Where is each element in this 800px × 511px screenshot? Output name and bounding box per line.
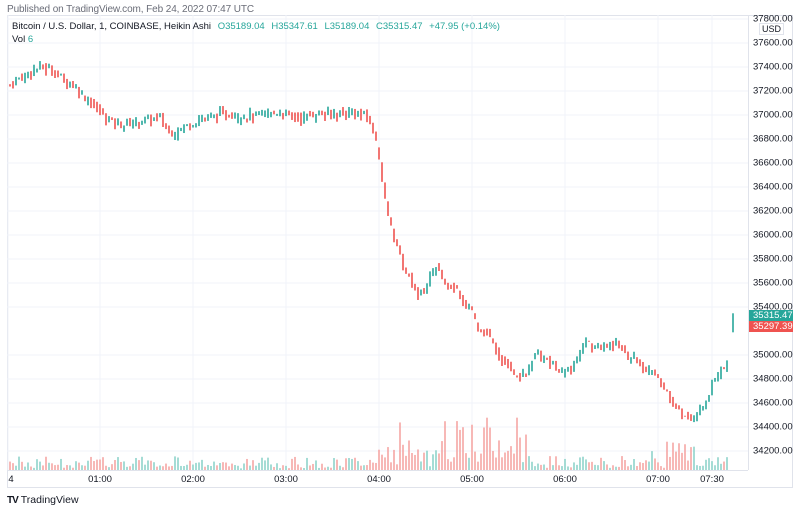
price-tick-label: 34200.00 <box>753 445 793 457</box>
time-axis[interactable]: 4 01:00 02:00 03:00 04:00 05:00 06:00 07:00 07:3… <box>7 470 748 489</box>
time-tick-label: 07:30 <box>700 474 724 485</box>
price-tick-label: 35800.00 <box>753 253 793 265</box>
ha-close-badge: 35297.39 <box>749 321 793 332</box>
time-tick-label: 04:00 <box>367 474 391 485</box>
price-tick-label: 34800.00 <box>753 373 793 385</box>
legend-change: +47.95 (+0.14%) <box>429 21 500 32</box>
time-tick-label: 01:00 <box>88 474 112 485</box>
price-tick-label: 35600.00 <box>753 277 793 289</box>
time-tick-label: 03:00 <box>274 474 298 485</box>
price-tick-label: 34600.00 <box>753 397 793 409</box>
time-tick-label: 4 <box>8 474 14 485</box>
price-tick-label: 36400.00 <box>753 181 793 193</box>
legend-open: O35189.04 <box>217 21 265 32</box>
price-tick-label: 36000.00 <box>753 229 793 241</box>
time-tick-label: 06:00 <box>553 474 577 485</box>
time-tick-label: 02:00 <box>181 474 205 485</box>
published-caption: Published on TradingView.com, Feb 24, 20… <box>7 4 254 15</box>
symbol-title[interactable]: Bitcoin / U.S. Dollar, 1, COINBASE, Heik… <box>12 21 212 32</box>
price-tick-label: 36800.00 <box>753 133 793 145</box>
price-tick-label: 37800.00 <box>753 13 793 25</box>
brand-name: TradingView <box>20 494 79 506</box>
plot-area[interactable] <box>7 15 748 470</box>
footer-branding: TV TradingView <box>7 494 79 506</box>
price-tick-label: 36200.00 <box>753 205 793 217</box>
price-tick-label: 37600.00 <box>753 37 793 49</box>
last-price-badge: 35315.47 <box>749 310 793 321</box>
volume-label[interactable]: Vol <box>12 34 26 45</box>
price-tick-label: 34400.00 <box>753 421 793 433</box>
price-tick-label: 37400.00 <box>753 61 793 73</box>
price-tick-label: 35400.00 <box>753 301 793 313</box>
price-tick-label: 36600.00 <box>753 157 793 169</box>
price-axis[interactable]: 37800.00 37600.00 37400.00 37200.00 37000.00… <box>748 13 794 470</box>
price-tick-label: 37000.00 <box>753 109 793 121</box>
price-tick-label: 35000.00 <box>753 349 793 361</box>
legend-close: C35315.47 <box>376 21 423 32</box>
price-tick-label: 37200.00 <box>753 85 793 97</box>
volume-value: 6 <box>27 34 34 45</box>
legend: Bitcoin / U.S. Dollar, 1, COINBASE, Heik… <box>12 20 500 46</box>
legend-high: H35347.61 <box>271 21 318 32</box>
time-tick-label: 05:00 <box>460 474 484 485</box>
time-tick-label: 07:00 <box>646 474 670 485</box>
candlestick-chart[interactable] <box>7 15 748 470</box>
tradingview-logo-icon: TV <box>7 494 19 506</box>
legend-low: L35189.04 <box>324 21 370 32</box>
currency-label[interactable]: USD <box>759 23 785 35</box>
